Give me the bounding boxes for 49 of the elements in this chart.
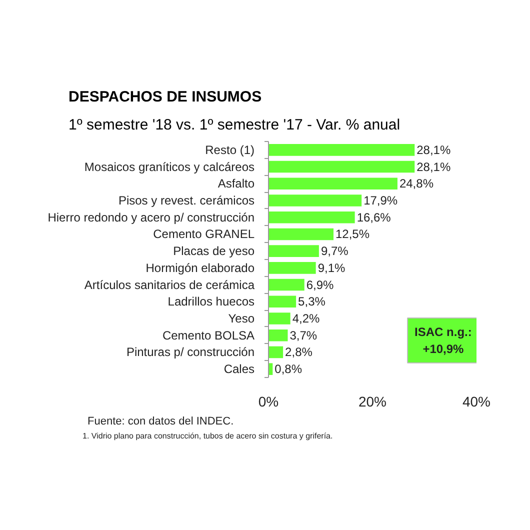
y-tick-label: Cemento GRANEL bbox=[153, 227, 255, 242]
bar bbox=[268, 228, 334, 240]
data-label: 6,9% bbox=[306, 278, 334, 292]
data-label: 9,1% bbox=[318, 260, 346, 275]
y-tick-label: Yeso bbox=[228, 312, 255, 326]
bar bbox=[268, 262, 316, 274]
data-label: 0,8% bbox=[274, 362, 302, 376]
text: 1. Vidrio plano para construcción, tubos de acero sin costura y grifería. bbox=[82, 432, 333, 440]
data-label: 12,5% bbox=[336, 227, 370, 242]
bar bbox=[268, 178, 398, 190]
y-tick-label: Asfalto bbox=[218, 176, 255, 191]
data-label: 16,6% bbox=[356, 210, 392, 224]
bar bbox=[268, 211, 355, 224]
annotation: ISAC n.g.: +10,9% bbox=[414, 325, 472, 356]
y-tick-label: Pisos y revest. cerámicos bbox=[118, 194, 255, 208]
y-tick-label: Hormigón elaborado bbox=[146, 260, 255, 275]
bar bbox=[268, 144, 415, 156]
y-tick-label: Hierro redondo y acero p/ construcción bbox=[48, 210, 255, 224]
data-label: 28,1% bbox=[416, 160, 451, 174]
x-tick-label: 20% bbox=[358, 394, 387, 410]
y-tick-label: Cemento BOLSA bbox=[162, 328, 254, 342]
bar bbox=[268, 329, 288, 342]
chart-title: DESPACHOS DE INSUMOS bbox=[68, 88, 262, 106]
chart-subtitle: 1º semestre '18 vs. 1º semestre '17 - Var. % anual bbox=[68, 116, 400, 134]
y-tick-label: Pinturas p/ construcción bbox=[126, 345, 254, 360]
data-label: 28,1% bbox=[416, 142, 451, 157]
bar bbox=[268, 194, 362, 206]
x-tick-label: 40% bbox=[462, 394, 491, 410]
bar bbox=[268, 346, 284, 358]
y-tick-label: Resto (1) bbox=[205, 142, 255, 157]
y-tick-label: Ladrillos huecos bbox=[168, 294, 254, 309]
bar bbox=[268, 245, 319, 257]
y-tick-label: Artículos sanitarios de cerámica bbox=[84, 278, 255, 292]
bar bbox=[268, 278, 304, 291]
data-label: 24,8% bbox=[399, 176, 434, 191]
data-label: 2,8% bbox=[285, 345, 313, 360]
data-label: 17,9% bbox=[364, 194, 398, 208]
bar bbox=[268, 160, 415, 173]
bar bbox=[268, 312, 290, 324]
data-label: 4,2% bbox=[292, 312, 320, 326]
data-label: 5,3% bbox=[298, 294, 326, 309]
y-tick-label: Cales bbox=[224, 362, 255, 376]
y-tick-label: Mosaicos graníticos y calcáreos bbox=[84, 160, 255, 174]
bar bbox=[268, 296, 296, 308]
x-tick-label: 0% bbox=[258, 394, 279, 410]
data-label: 3,7% bbox=[290, 328, 318, 342]
source-note: Fuente: con datos del INDEC. bbox=[88, 416, 234, 428]
y-tick-label: Placas de yeso bbox=[173, 244, 255, 258]
data-label: 9,7% bbox=[320, 244, 349, 258]
